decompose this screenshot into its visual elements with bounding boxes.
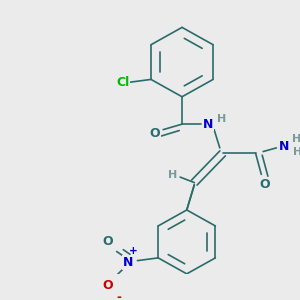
- Text: -: -: [116, 291, 121, 300]
- Text: N: N: [123, 256, 133, 269]
- Text: N: N: [203, 118, 214, 131]
- Text: H: H: [293, 148, 300, 158]
- Text: Cl: Cl: [116, 76, 129, 89]
- Text: H: H: [292, 134, 300, 144]
- Text: O: O: [260, 178, 270, 191]
- Text: H: H: [217, 114, 226, 124]
- Text: O: O: [149, 127, 160, 140]
- Text: O: O: [103, 279, 113, 292]
- Text: +: +: [129, 247, 138, 256]
- Text: H: H: [168, 170, 177, 180]
- Text: N: N: [279, 140, 289, 153]
- Text: O: O: [103, 235, 113, 248]
